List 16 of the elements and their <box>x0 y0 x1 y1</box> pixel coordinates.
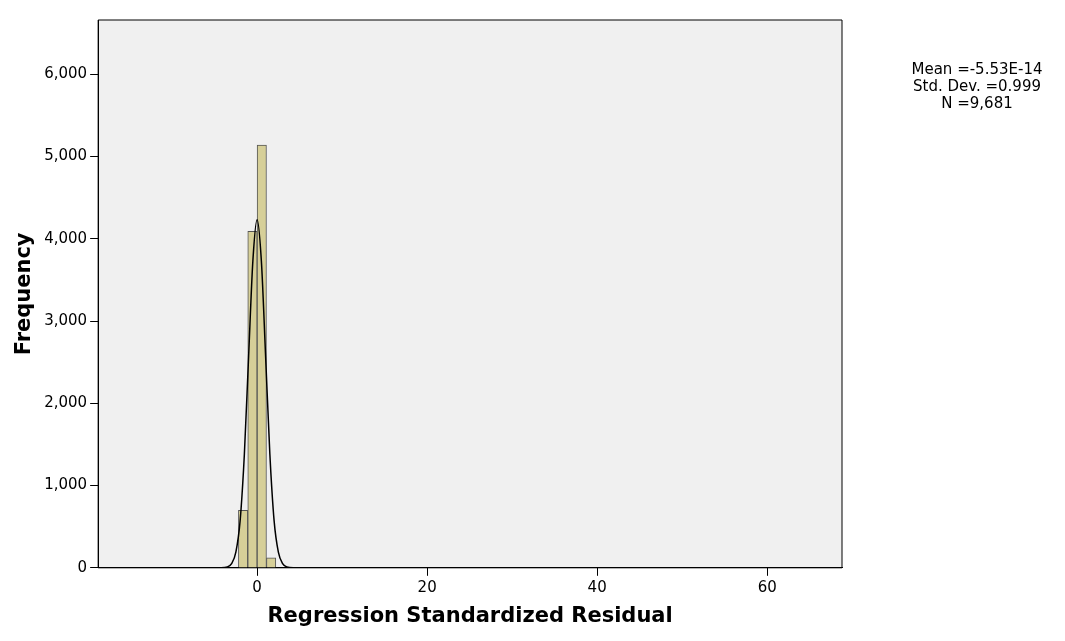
y-tick-label: 6,000 <box>44 64 88 83</box>
y-tick-label: 0 <box>77 557 88 576</box>
x-tick-label: 20 <box>417 577 437 596</box>
y-tick-label: 2,000 <box>44 393 88 412</box>
x-tick-label: 40 <box>587 577 607 596</box>
x-axis-title: Regression Standardized Residual <box>267 602 673 627</box>
y-axis-title: Frequency <box>11 232 36 356</box>
y-tick-label: 3,000 <box>44 310 88 329</box>
y-tick-label: 5,000 <box>44 146 88 165</box>
y-tick-label: 4,000 <box>44 228 88 247</box>
text: Std. Dev. =0.999 <box>913 77 1041 96</box>
y-tick-label: 1,000 <box>44 475 88 494</box>
x-tick-label: 0 <box>252 577 262 596</box>
x-tick-label: 60 <box>757 577 777 596</box>
text: N =9,681 <box>941 94 1013 113</box>
text: Mean =-5.53E-14 <box>911 60 1043 79</box>
